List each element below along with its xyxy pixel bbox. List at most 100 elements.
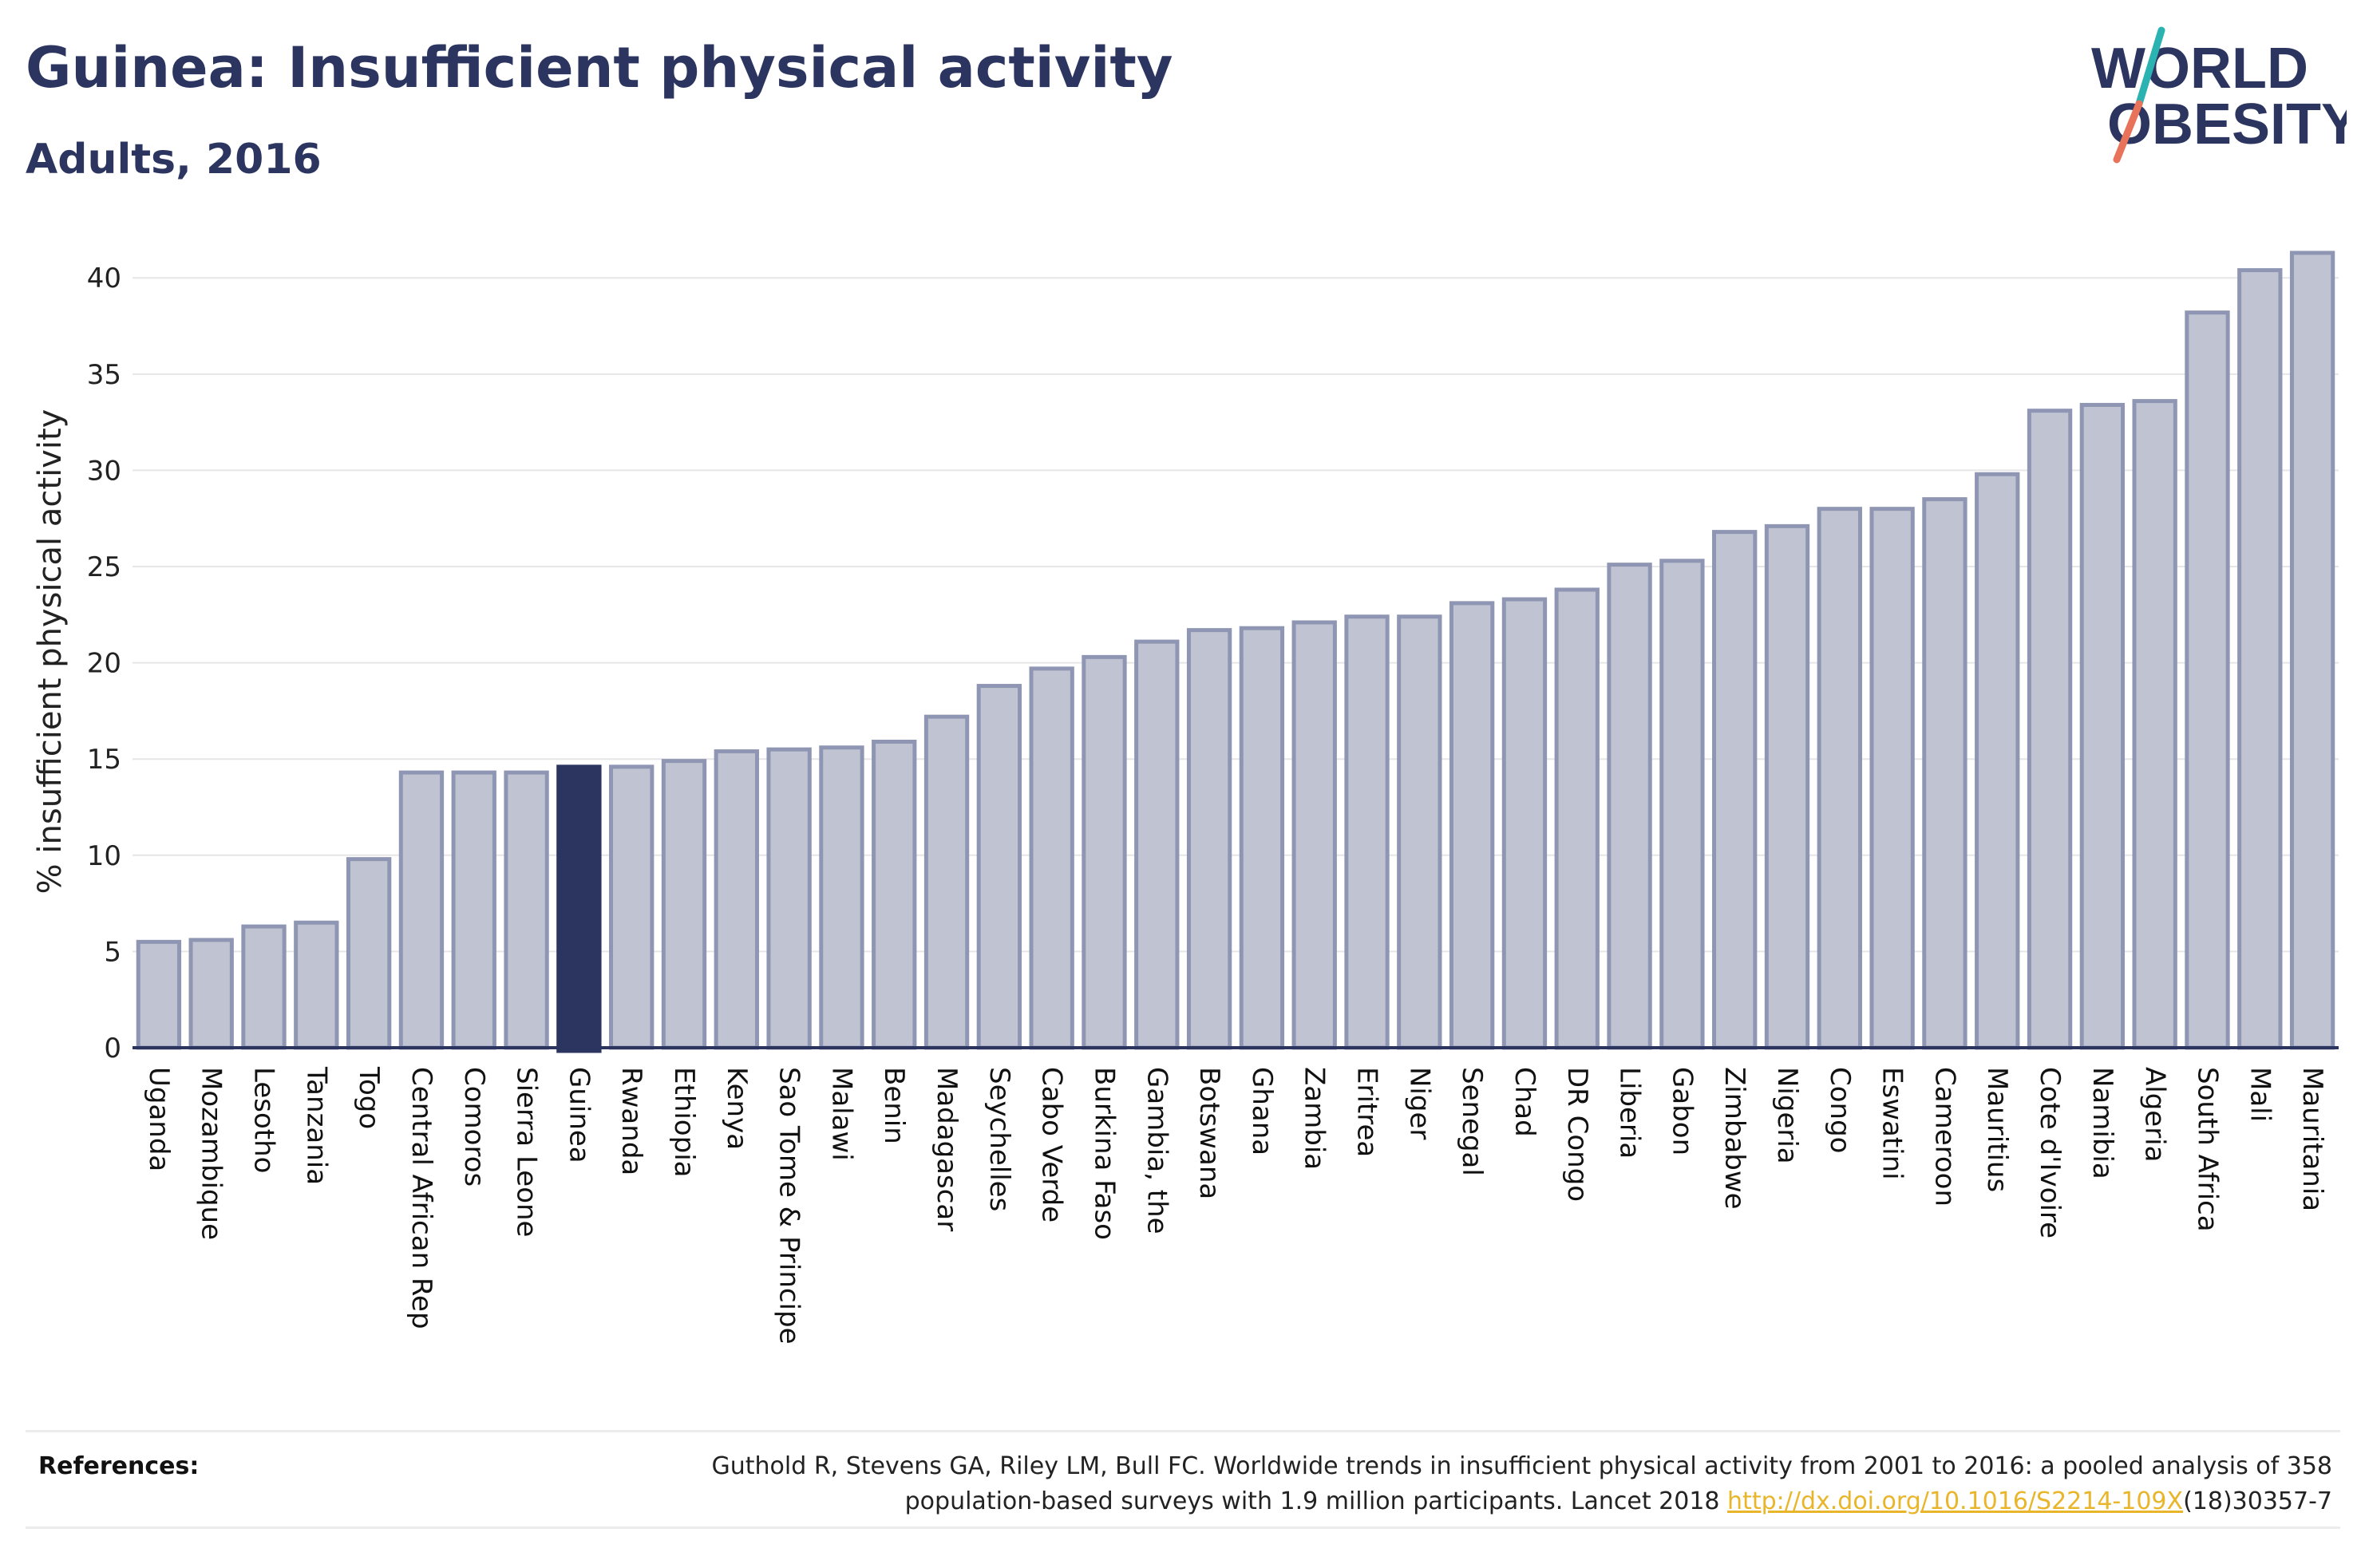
bar (1082, 654, 1127, 1050)
y-tick-label: 0 (104, 1033, 121, 1064)
bar (1344, 614, 1390, 1050)
y-axis-ticks: 0 5 10 15 20 25 30 35 40 (87, 263, 121, 1064)
bar (504, 770, 549, 1050)
bar (1922, 497, 1968, 1050)
bar (976, 684, 1022, 1050)
bar (1764, 523, 1810, 1050)
y-axis-label: % insufficient physical activity (32, 409, 69, 895)
x-tick-label: Malawi (825, 1067, 857, 1161)
x-tick-label: Tanzania (300, 1066, 332, 1185)
x-tick-label: Benin (878, 1067, 910, 1144)
bars (136, 251, 2335, 1053)
reference-line-2-end: (18)30357-7 (2183, 1487, 2332, 1515)
bar (1239, 626, 1285, 1050)
bar (872, 740, 917, 1050)
bar (294, 920, 339, 1050)
x-tick-label: Burkina Faso (1088, 1067, 1120, 1240)
y-tick-label: 35 (87, 359, 121, 391)
x-tick-label: Central African Rep (405, 1067, 437, 1329)
bar (2289, 251, 2335, 1050)
y-tick-label: 15 (87, 744, 121, 776)
x-tick-label: Eswatini (1877, 1067, 1908, 1180)
bar (1397, 614, 1442, 1050)
x-tick-label: Togo (353, 1066, 385, 1129)
bar (398, 770, 445, 1050)
x-tick-label: Cameroon (1928, 1067, 1960, 1207)
world-obesity-logo: WORLD OBESITY (2091, 26, 2347, 164)
x-tick-label: Madagascar (931, 1067, 963, 1231)
chart-title: Guinea: Insufficient physical activity (26, 35, 1173, 101)
reference-line-1: Guthold R, Stevens GA, Riley LM, Bull FC… (711, 1452, 2332, 1480)
bar (1134, 639, 1180, 1050)
references-top-divider (26, 1430, 2340, 1432)
x-tick-label: Chad (1509, 1067, 1540, 1137)
bar (1975, 472, 2020, 1050)
y-tick-label: 20 (87, 648, 121, 680)
reference-line-2: population-based surveys with 1.9 millio… (904, 1487, 1728, 1515)
bar-chart: 0 5 10 15 20 25 30 35 40 Uganda Mozambique Lesotho… (32, 251, 2339, 1345)
reference-doi-link[interactable]: http://dx.doi.org/10.1016/S2214-109X (1727, 1487, 2184, 1515)
bar (1291, 620, 1337, 1050)
references-text: Guthold R, Stevens GA, Riley LM, Bull FC… (576, 1449, 2332, 1519)
bar (1712, 530, 1758, 1050)
x-tick-label: Cote d'Ivoire (2034, 1067, 2066, 1238)
y-tick-label: 30 (87, 455, 121, 487)
logo-line1: WORLD (2091, 37, 2308, 101)
x-axis-ticks: Uganda Mozambique Lesotho Tanzania Togo Centr… (143, 1066, 2328, 1345)
bar (1501, 597, 1548, 1050)
bar (1554, 587, 1600, 1050)
logo-slash-bottom (2113, 100, 2143, 164)
x-tick-label: Eritrea (1351, 1067, 1383, 1157)
x-tick-label: Rwanda (615, 1067, 647, 1175)
bar (923, 714, 970, 1050)
bar (1186, 628, 1232, 1050)
x-tick-label: Congo (1824, 1067, 1856, 1153)
bar (188, 938, 234, 1050)
references-bottom-divider (26, 1527, 2340, 1529)
x-tick-label: South Africa (2191, 1067, 2223, 1232)
x-tick-label: Lesotho (248, 1067, 280, 1173)
x-tick-label: Liberia (1614, 1067, 1646, 1159)
bar (2237, 268, 2283, 1050)
bar (1029, 666, 1074, 1050)
bar (1607, 563, 1652, 1050)
x-tick-label: Gambia, the (1141, 1067, 1173, 1234)
x-tick-label: Algeria (2139, 1067, 2171, 1162)
x-tick-label: Botswana (1193, 1067, 1225, 1199)
x-tick-label: Ethiopia (668, 1067, 700, 1177)
bar (136, 939, 182, 1050)
x-tick-label: Nigeria (1771, 1067, 1803, 1164)
bar-highlighted (556, 764, 602, 1053)
x-tick-label: Sao Tome & Principe (773, 1067, 805, 1345)
bar (609, 764, 655, 1050)
bar (819, 745, 864, 1050)
x-tick-label: Namibia (2086, 1067, 2118, 1179)
bar (346, 857, 392, 1050)
bar (2079, 402, 2126, 1050)
x-tick-label: Uganda (143, 1067, 175, 1171)
x-tick-label: DR Congo (1561, 1067, 1593, 1202)
x-tick-label: Sierra Leone (511, 1067, 543, 1237)
x-tick-label: Mauritania (2296, 1067, 2328, 1211)
bar (714, 749, 759, 1050)
references-label: References: (38, 1452, 200, 1480)
bar (2132, 399, 2177, 1050)
y-tick-label: 25 (87, 551, 121, 583)
logo-slash-top (2135, 26, 2165, 108)
bar (2027, 409, 2073, 1050)
y-tick-label: 5 (104, 936, 121, 968)
x-tick-label: Senegal (1456, 1067, 1488, 1176)
bar (1449, 601, 1495, 1050)
y-tick-label: 10 (87, 840, 121, 872)
x-tick-label: Cabo Verde (1036, 1067, 1068, 1222)
bar (661, 759, 707, 1050)
x-tick-label: Kenya (721, 1067, 753, 1150)
logo-line2: OBESITY (2107, 93, 2347, 156)
x-tick-label: Mozambique (196, 1067, 227, 1240)
x-tick-label: Ghana (1246, 1067, 1278, 1155)
x-tick-label: Mauritius (1981, 1067, 2013, 1192)
x-tick-label: Zimbabwe (1718, 1067, 1750, 1210)
bar (2185, 310, 2230, 1050)
x-tick-label: Seychelles (983, 1067, 1015, 1211)
x-tick-label: Guinea (563, 1067, 595, 1163)
